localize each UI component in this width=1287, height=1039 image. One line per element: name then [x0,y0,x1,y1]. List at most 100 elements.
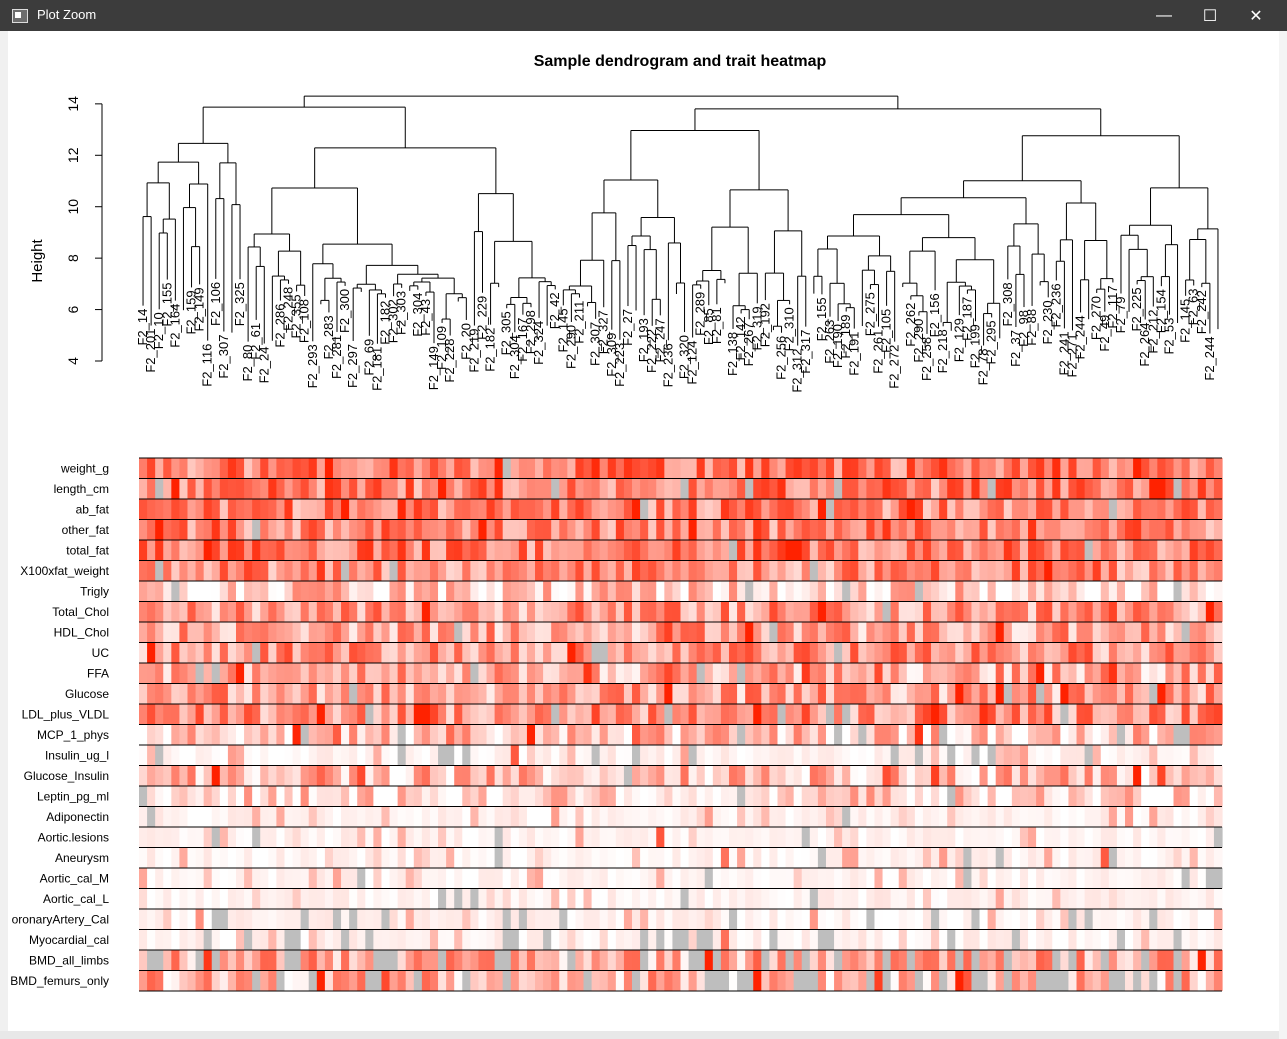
heatmap-cell [1003,478,1013,499]
heatmap-cell [454,499,463,520]
heatmap-cell [526,786,536,807]
heatmap-cell [235,663,245,684]
heatmap-cell [615,888,625,909]
heatmap-cell [195,929,205,950]
heatmap-cell [753,888,762,909]
heatmap-cell [308,888,318,909]
heatmap-cell [510,458,520,479]
heatmap-cell [268,581,277,602]
heatmap-cell [235,478,245,499]
heatmap-cell [470,724,480,745]
heatmap-cell [454,909,463,930]
heatmap-cell [825,909,835,930]
heatmap-cell [341,663,350,684]
heatmap-cell [438,519,447,540]
heatmap-cell [955,847,964,868]
heatmap-cell [559,765,568,786]
heatmap-cell [203,868,213,889]
heatmap-cell [405,663,415,684]
dendrogram [142,95,1219,346]
heatmap-cell [680,519,690,540]
heatmap-cell [1157,478,1167,499]
heatmap-cell [1019,888,1029,909]
heatmap-cell [922,458,932,479]
heatmap-cell [373,950,383,971]
heatmap-cell [825,745,835,766]
heatmap-cell [486,868,496,889]
heatmap-cell [357,601,366,622]
heatmap-cell [284,622,294,643]
heatmap-cell [421,519,431,540]
leaf-label: F2_223 [612,343,627,387]
heatmap-cell [777,765,787,786]
heatmap-cell [1019,806,1029,827]
heatmap-cell [211,765,221,786]
leaf-label: F2_258 [919,337,934,381]
heatmap-cell [680,540,690,561]
heatmap-cell [551,683,560,704]
heatmap-cell [850,642,859,663]
heatmap-cell [696,642,706,663]
heatmap-cell [478,622,488,643]
heatmap-cell [260,888,269,909]
heatmap-cell [906,970,916,991]
heatmap-cell [745,519,754,540]
heatmap-cell [737,745,746,766]
heatmap-cell [1149,519,1158,540]
heatmap-cell [825,663,835,684]
heatmap-cell [575,704,585,725]
heatmap-cell [211,950,221,971]
heatmap-cell [1116,909,1126,930]
heatmap-cell [1068,519,1078,540]
maximize-button[interactable]: ☐ [1202,7,1218,25]
leaf-label: F2_355 [289,294,304,338]
heatmap-cell [785,806,795,827]
heatmap-cell [1011,888,1021,909]
heatmap-cell [704,827,714,848]
heatmap-cell [155,601,164,622]
leaf-label: F2_189 [838,315,853,359]
close-button[interactable]: ✕ [1249,7,1263,25]
heatmap-cell [591,909,601,930]
heatmap-cell [1052,704,1061,725]
heatmap-cell [825,868,835,889]
heatmap-cell [1157,909,1167,930]
heatmap-cell [373,909,383,930]
heatmap-cell [720,560,730,581]
heatmap-cell [1084,745,1094,766]
heatmap-cell [785,581,795,602]
heatmap-cell [728,745,738,766]
heatmap-cell [195,704,205,725]
heatmap-cell [405,970,415,991]
heatmap-cell [551,622,560,643]
heatmap-cell [268,540,277,561]
heatmap-cell [171,827,181,848]
heatmap-cell [397,888,407,909]
heatmap-cell [704,909,714,930]
heatmap-cell [535,683,544,704]
heatmap-cell [591,458,601,479]
heatmap-cell [1141,622,1150,643]
heatmap-cell [187,765,197,786]
heatmap-cell [1173,601,1183,622]
heatmap-cell [1028,601,1037,622]
minimize-button[interactable]: — [1156,6,1172,24]
heatmap-cell [696,683,706,704]
heatmap-cell [898,601,908,622]
heatmap-cell [292,868,302,889]
heatmap-cell [971,478,981,499]
heatmap-cell [276,663,286,684]
heatmap-cell [316,663,326,684]
heatmap-cell [680,704,690,725]
heatmap-cell [252,683,261,704]
heatmap-cell [817,806,827,827]
heatmap-cell [1108,519,1118,540]
heatmap-cell [615,601,625,622]
heatmap-cell [704,786,714,807]
heatmap-cell [357,642,366,663]
heatmap-cell [947,888,956,909]
heatmap-cell [1173,581,1183,602]
heatmap-cell [316,601,326,622]
heatmap-cell [680,663,690,684]
heatmap-cell [583,499,593,520]
